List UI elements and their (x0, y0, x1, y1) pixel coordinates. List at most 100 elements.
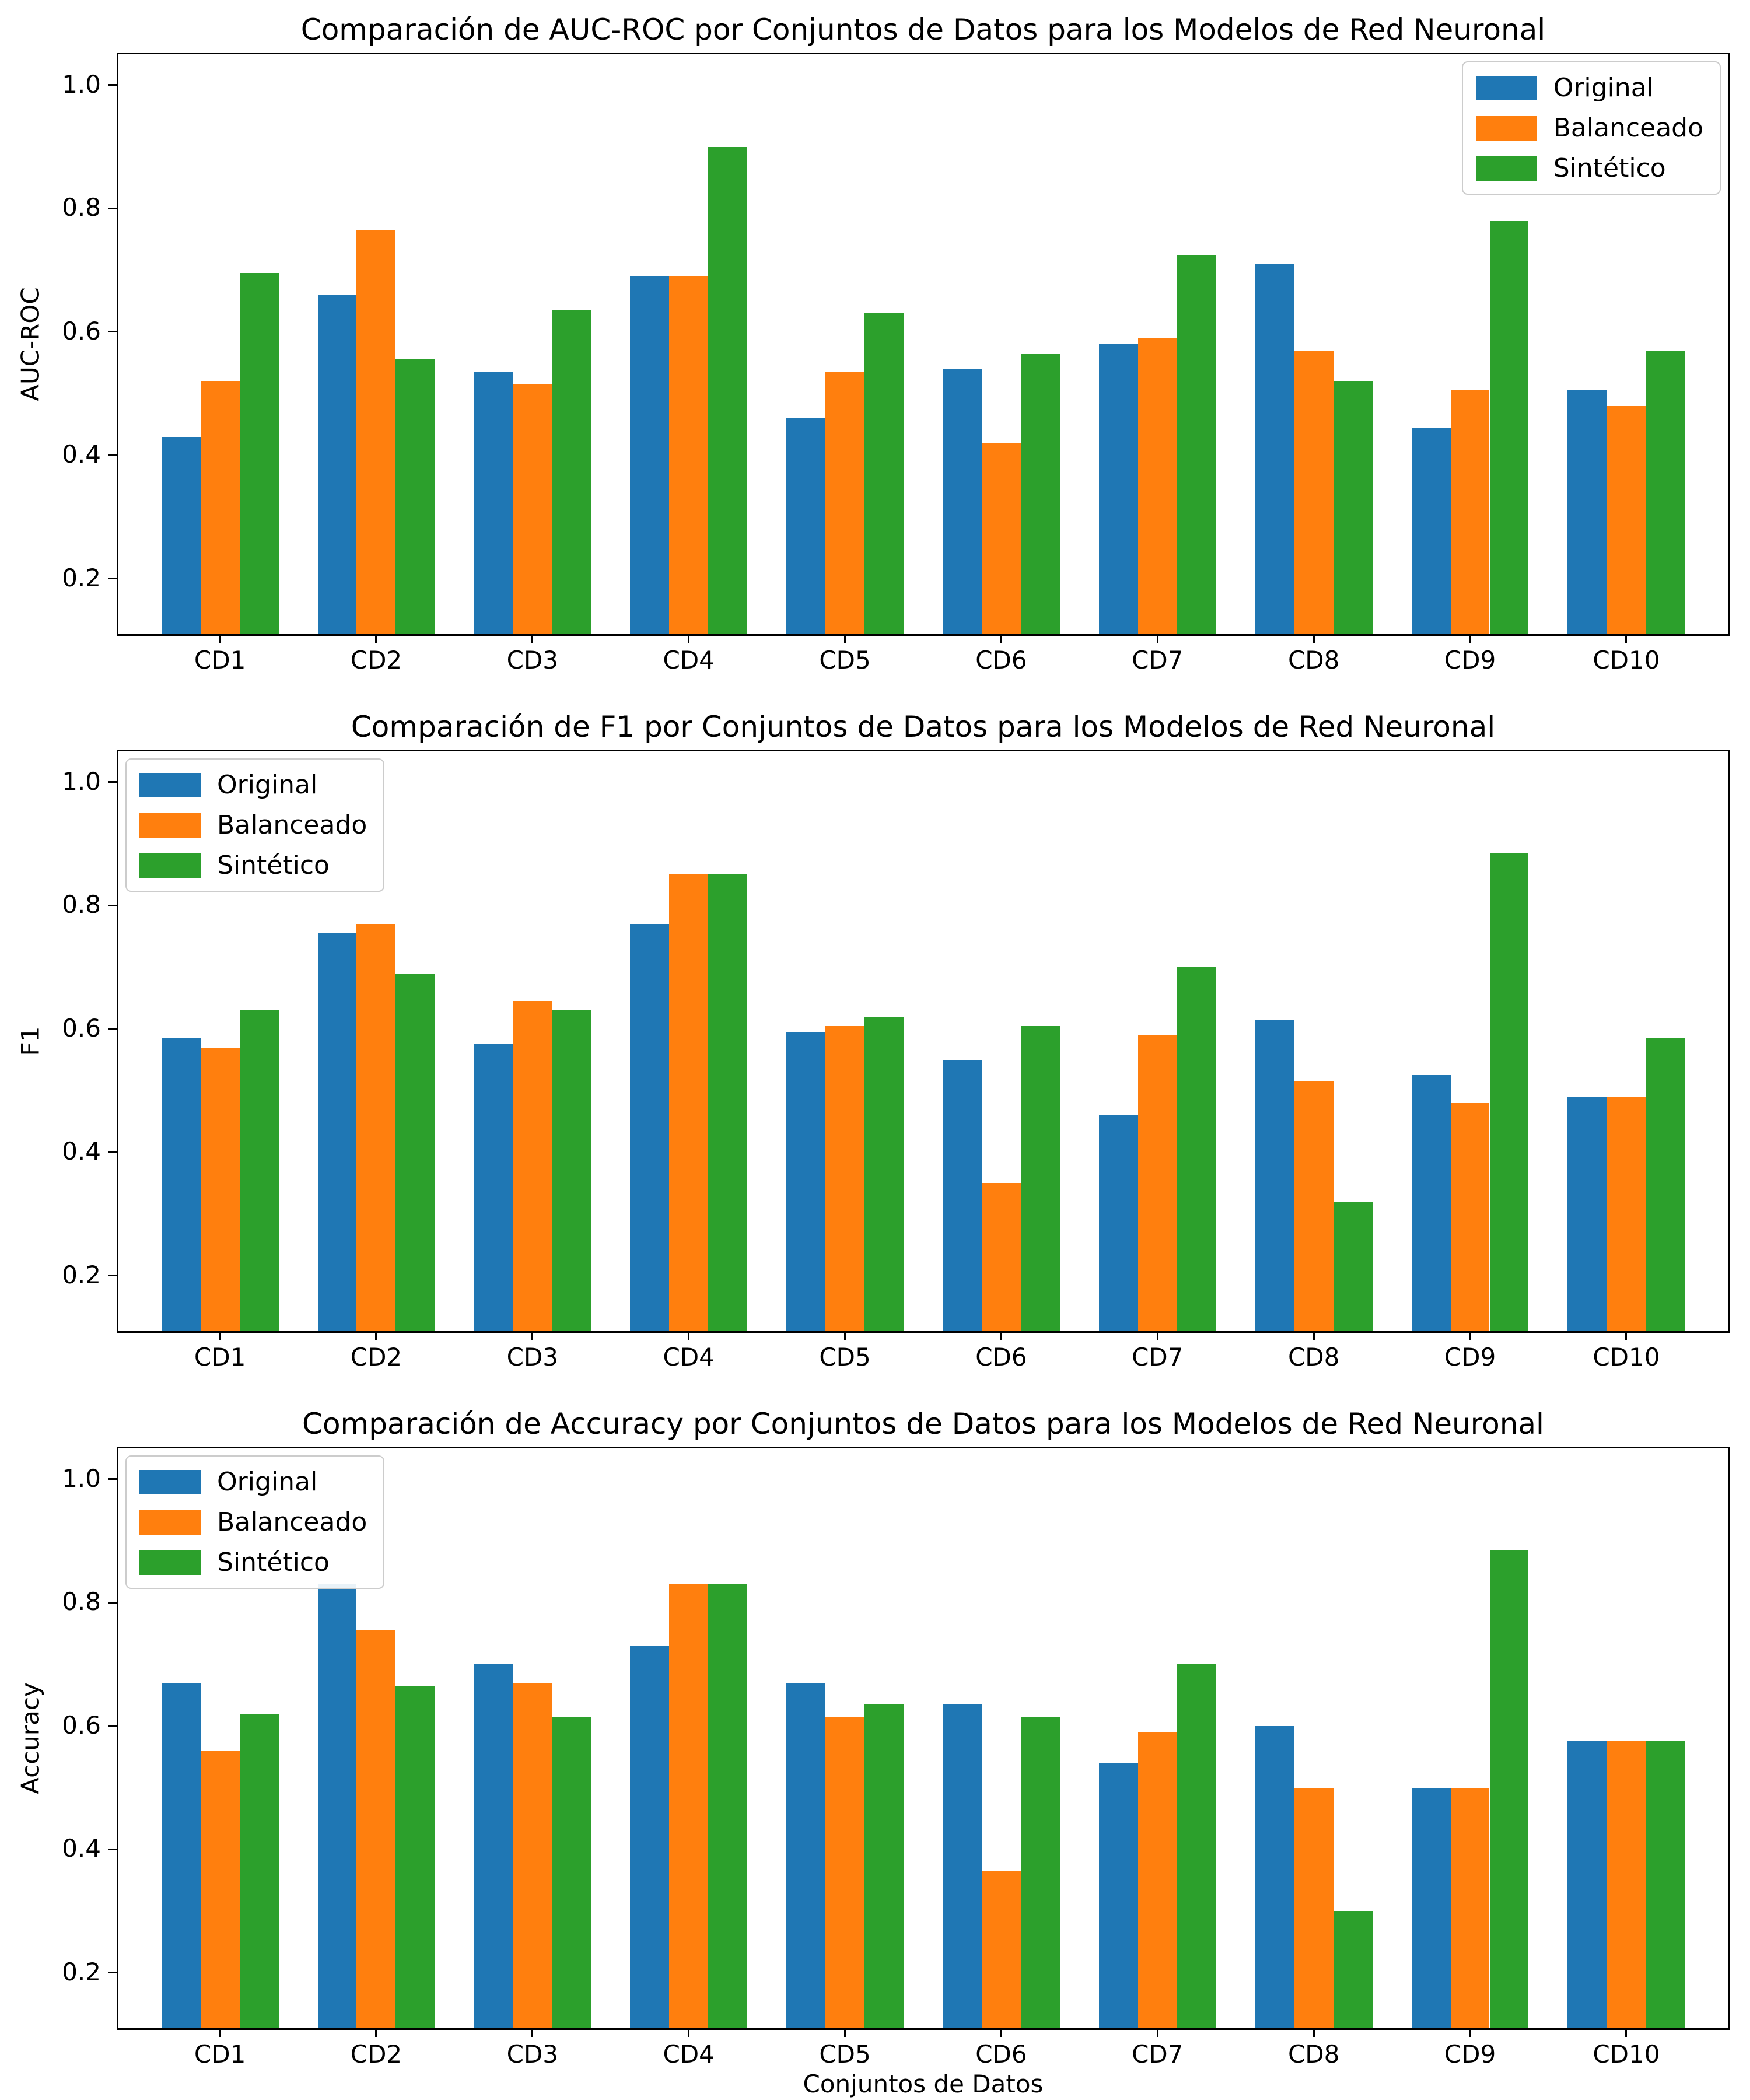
x-tick-mark (1469, 2028, 1471, 2037)
bar-original-cd5 (786, 1682, 826, 2028)
bar-balanceado-cd3 (513, 1001, 552, 1331)
bar-balanceado-cd6 (981, 1183, 1021, 1331)
y-tick-mark (108, 578, 117, 580)
legend-swatch-balanceado (139, 1510, 201, 1535)
bar-balanceado-cd3 (513, 384, 552, 634)
x-tick-mark (531, 2028, 534, 2037)
y-axis-label-accuracy: Accuracy (16, 1682, 45, 1794)
legend-label-original: Original (217, 770, 318, 800)
bar-balanceado-cd8 (1294, 350, 1334, 634)
x-tick-mark (1000, 634, 1002, 643)
x-tick-mark (1469, 1331, 1471, 1340)
bar-sintético-cd2 (396, 973, 435, 1331)
x-tick-label-CD1: CD1 (194, 646, 246, 674)
y-tick-label: 0.6 (62, 316, 101, 345)
x-tick-mark (375, 1331, 377, 1340)
bar-balanceado-cd1 (200, 1751, 240, 2028)
x-tick-label-CD8: CD8 (1287, 1343, 1340, 1371)
legend-item-original: Original (139, 1467, 367, 1497)
y-tick-mark (108, 1151, 117, 1153)
y-tick-mark (108, 207, 117, 209)
bar-original-cd3 (474, 1044, 513, 1331)
bar-sintético-cd10 (1646, 1038, 1685, 1331)
bar-balanceado-cd5 (825, 372, 865, 634)
x-tick-label-CD3: CD3 (506, 1343, 559, 1371)
y-tick-label: 0.6 (62, 1013, 101, 1042)
bar-sintético-cd7 (1177, 1664, 1216, 2028)
bar-original-cd6 (942, 1704, 982, 2028)
y-tick-label: 0.2 (62, 1260, 101, 1289)
bar-sintético-cd4 (708, 146, 748, 634)
bar-balanceado-cd8 (1294, 1787, 1334, 2028)
y-tick-label: 0.4 (62, 1137, 101, 1166)
bar-balanceado-cd1 (200, 381, 240, 634)
bar-sintético-cd3 (552, 310, 592, 634)
bar-original-cd6 (942, 369, 982, 634)
y-tick-label: 0.6 (62, 1710, 101, 1740)
x-tick-label-CD3: CD3 (506, 646, 559, 674)
legend: Original Balanceado Sintético (125, 758, 385, 892)
bar-original-cd2 (317, 295, 357, 634)
y-tick-label: 1.0 (62, 766, 101, 796)
bar-balanceado-cd4 (669, 1584, 709, 2028)
x-tick-label-CD2: CD2 (350, 2040, 402, 2068)
y-tick-mark (108, 781, 117, 783)
x-tick-mark (1625, 634, 1628, 643)
bar-original-cd9 (1411, 1075, 1451, 1331)
bar-sintético-cd4 (708, 1584, 748, 2028)
bar-original-cd10 (1567, 1741, 1607, 2028)
bar-balanceado-cd7 (1138, 1035, 1177, 1331)
bar-original-cd3 (474, 1664, 513, 2028)
bar-balanceado-cd6 (981, 1871, 1021, 2028)
chart-title-accuracy: Comparación de Accuracy por Conjuntos de… (302, 1407, 1544, 1441)
x-tick-label-CD8: CD8 (1287, 646, 1340, 674)
x-tick-mark (844, 2028, 846, 2037)
bar-sintético-cd6 (1020, 1026, 1060, 1331)
x-tick-label-CD1: CD1 (194, 1343, 246, 1371)
plot-area-accuracy: 0.2 0.4 0.6 0.8 1.0 CD1 CD2 CD3 CD4 CD5 CD6 CD7 CD8 C… (62, 1447, 1730, 2068)
bar-balanceado-cd1 (200, 1047, 240, 1331)
legend-swatch-sintético (139, 853, 201, 878)
bar-original-cd9 (1411, 427, 1451, 634)
bar-sintético-cd3 (552, 1010, 592, 1331)
x-tick-label-CD9: CD9 (1444, 2040, 1496, 2068)
legend: Original Balanceado Sintético (1461, 61, 1721, 195)
bar-original-cd8 (1255, 1019, 1294, 1331)
y-tick-mark (108, 84, 117, 86)
x-tick-mark (1625, 2028, 1628, 2037)
bar-sintético-cd5 (864, 313, 904, 634)
bar-sintético-cd9 (1489, 853, 1529, 1331)
y-tick-mark (108, 1275, 117, 1277)
bar-balanceado-cd6 (981, 443, 1021, 634)
x-tick-label-CD4: CD4 (663, 646, 715, 674)
bar-balanceado-cd9 (1450, 1102, 1490, 1331)
chart-title-auc-roc: Comparación de AUC-ROC por Conjuntos de … (300, 13, 1546, 47)
bar-balanceado-cd10 (1606, 1097, 1646, 1331)
bar-sintético-cd1 (239, 1713, 279, 2028)
bar-balanceado-cd2 (356, 924, 396, 1331)
bar-original-cd1 (161, 436, 201, 634)
legend-label-sintético: Sintético (217, 850, 330, 880)
x-tick-mark (531, 634, 534, 643)
bar-balanceado-cd4 (669, 276, 709, 634)
x-tick-mark (688, 2028, 690, 2037)
y-tick-mark (108, 1725, 117, 1727)
bar-sintético-cd4 (708, 874, 748, 1331)
legend-item-balanceado: Balanceado (1475, 113, 1703, 143)
x-tick-mark (375, 2028, 377, 2037)
x-tick-mark (1312, 634, 1315, 643)
legend-swatch-original (139, 772, 201, 797)
x-tick-mark (844, 634, 846, 643)
bar-balanceado-cd8 (1294, 1081, 1334, 1331)
y-tick-label: 0.2 (62, 563, 101, 592)
x-tick-mark (1156, 1331, 1158, 1340)
legend-label-original: Original (1553, 73, 1654, 103)
bar-balanceado-cd7 (1138, 338, 1177, 634)
legend-swatch-balanceado (139, 813, 201, 838)
x-tick-label-CD10: CD10 (1592, 1343, 1660, 1371)
y-tick-label: 1.0 (62, 1464, 101, 1493)
chart-title-f1: Comparación de F1 por Conjuntos de Datos… (351, 710, 1496, 744)
x-tick-mark (375, 634, 377, 643)
legend-item-balanceado: Balanceado (139, 810, 367, 840)
